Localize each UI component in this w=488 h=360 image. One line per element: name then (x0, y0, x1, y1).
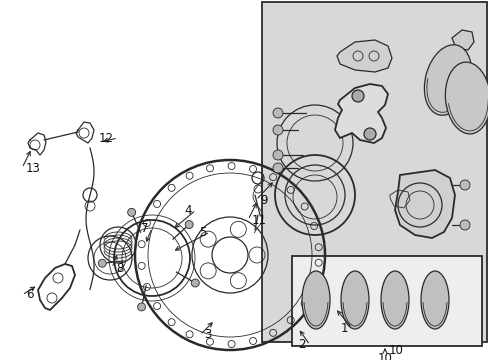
Text: 2: 2 (298, 338, 305, 351)
Circle shape (191, 279, 199, 287)
Text: 3: 3 (203, 328, 211, 342)
Ellipse shape (380, 271, 408, 329)
Circle shape (272, 125, 283, 135)
Text: 11: 11 (251, 213, 266, 226)
Circle shape (137, 303, 145, 311)
Text: 10: 10 (388, 343, 403, 356)
Bar (291, 256, 481, 346)
Circle shape (459, 180, 469, 190)
Text: 4: 4 (184, 203, 192, 216)
Circle shape (272, 108, 283, 118)
Circle shape (127, 208, 135, 216)
Polygon shape (451, 30, 473, 50)
Ellipse shape (445, 62, 488, 134)
Circle shape (185, 221, 193, 229)
Text: 10: 10 (377, 352, 392, 360)
Ellipse shape (340, 271, 368, 329)
Polygon shape (334, 84, 387, 143)
Circle shape (363, 128, 375, 140)
Circle shape (272, 163, 283, 173)
Text: 12: 12 (99, 131, 114, 144)
Text: 7: 7 (140, 221, 148, 234)
Circle shape (272, 150, 283, 160)
Text: 8: 8 (116, 261, 123, 274)
Circle shape (459, 220, 469, 230)
Bar (262, 2, 486, 342)
Ellipse shape (302, 271, 329, 329)
Text: 13: 13 (26, 162, 41, 175)
Text: 5: 5 (198, 225, 205, 238)
Ellipse shape (424, 45, 471, 115)
Circle shape (98, 259, 106, 267)
Circle shape (351, 90, 363, 102)
Text: 9: 9 (260, 194, 267, 207)
Ellipse shape (420, 271, 448, 329)
Polygon shape (394, 170, 454, 238)
Text: 6: 6 (26, 288, 34, 302)
Polygon shape (336, 40, 391, 72)
Text: 1: 1 (340, 321, 347, 334)
